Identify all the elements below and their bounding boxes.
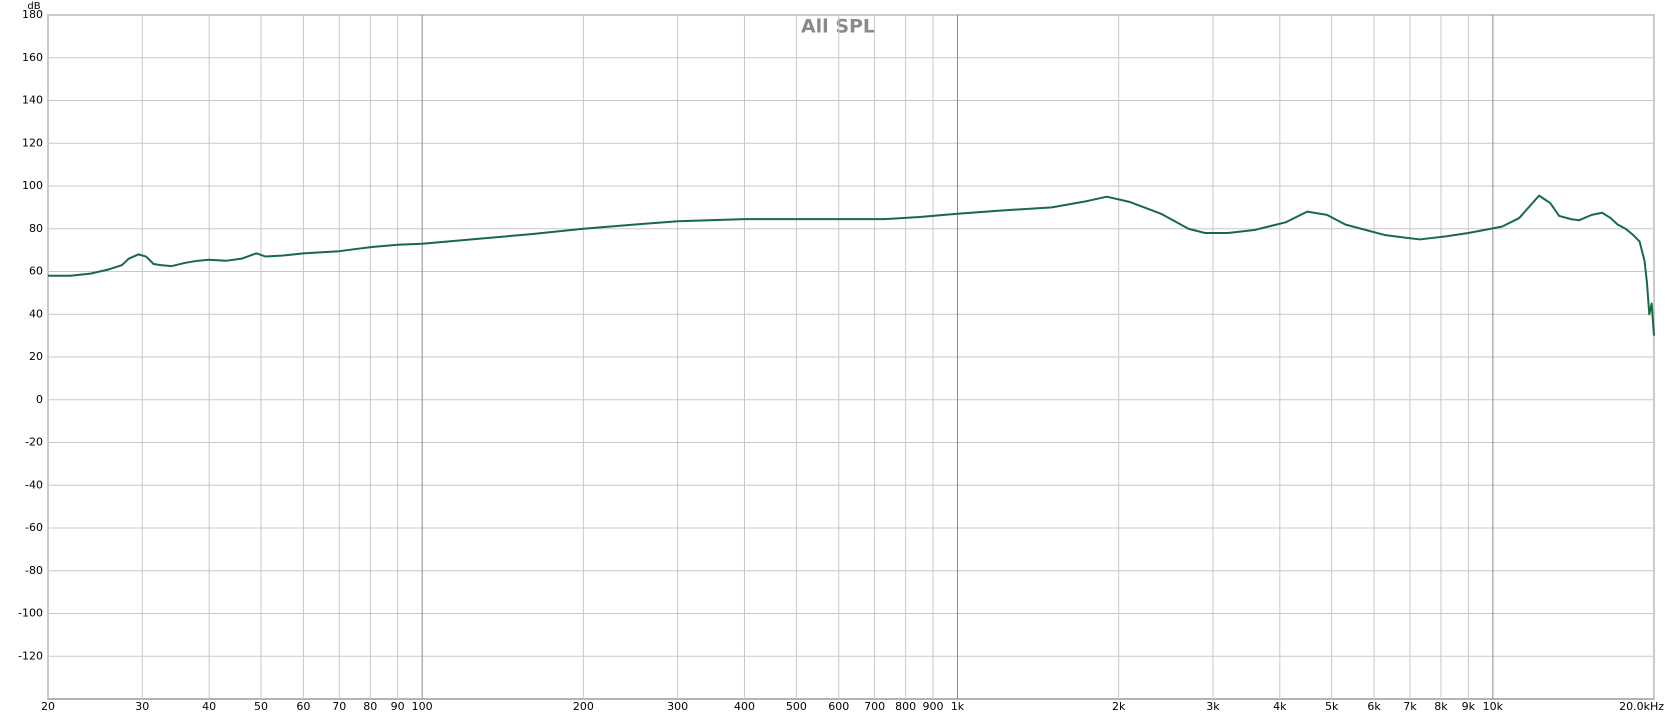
y-tick-label: -80	[25, 564, 43, 577]
y-axis-label: dB	[27, 1, 40, 12]
x-tick-label: 70	[332, 700, 346, 713]
x-tick-label: 100	[412, 700, 433, 713]
x-tick-label: 20.0kHz	[1619, 700, 1664, 713]
x-tick-label: 2k	[1112, 700, 1126, 713]
y-tick-label: 20	[29, 350, 43, 363]
y-tick-label: 40	[29, 307, 43, 320]
x-tick-label: 40	[202, 700, 216, 713]
chart-title: All SPL	[801, 16, 875, 38]
x-tick-label: 900	[923, 700, 944, 713]
y-tick-label: 0	[36, 393, 43, 406]
x-tick-label: 300	[667, 700, 688, 713]
x-tick-label: 3k	[1206, 700, 1220, 713]
x-tick-label: 800	[895, 700, 916, 713]
x-tick-label: 1k	[951, 700, 965, 713]
y-tick-label: 100	[22, 179, 43, 192]
y-tick-label: 180	[22, 8, 43, 21]
x-tick-label: 30	[135, 700, 149, 713]
y-tick-label: 160	[22, 51, 43, 64]
x-tick-label: 10k	[1483, 700, 1504, 713]
x-tick-label: 50	[254, 700, 268, 713]
x-tick-label: 90	[391, 700, 405, 713]
y-tick-label: 80	[29, 222, 43, 235]
x-tick-label: 20	[41, 700, 55, 713]
x-tick-label: 7k	[1403, 700, 1417, 713]
y-tick-label: 60	[29, 265, 43, 278]
x-tick-label: 700	[864, 700, 885, 713]
x-tick-label: 9k	[1462, 700, 1476, 713]
y-tick-label: -120	[18, 649, 43, 662]
x-tick-label: 400	[734, 700, 755, 713]
y-tick-label: 120	[22, 136, 43, 149]
y-tick-label: -20	[25, 436, 43, 449]
y-tick-label: -100	[18, 607, 43, 620]
x-tick-label: 5k	[1325, 700, 1339, 713]
x-tick-label: 600	[828, 700, 849, 713]
x-tick-label: 4k	[1273, 700, 1287, 713]
series-line	[48, 194, 1655, 336]
y-tick-label: 140	[22, 94, 43, 107]
x-tick-label: 500	[786, 700, 807, 713]
y-tick-label: -40	[25, 478, 43, 491]
x-tick-label: 200	[573, 700, 594, 713]
x-tick-label: 8k	[1434, 700, 1448, 713]
x-tick-label: 6k	[1367, 700, 1381, 713]
x-tick-label: 80	[363, 700, 377, 713]
x-tick-label: 60	[296, 700, 310, 713]
y-tick-label: -60	[25, 521, 43, 534]
